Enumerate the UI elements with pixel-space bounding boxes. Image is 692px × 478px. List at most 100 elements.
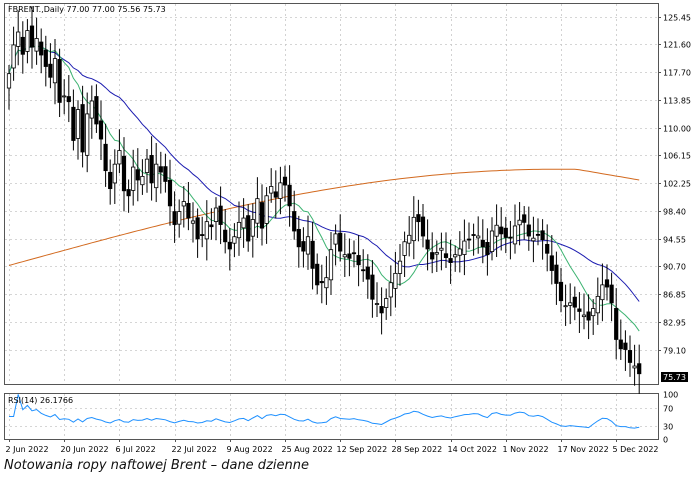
candle-body <box>581 314 587 318</box>
candle-body <box>572 296 577 308</box>
candle-body <box>135 169 140 181</box>
candle-body <box>204 221 209 240</box>
candle-body <box>384 298 389 308</box>
candle-body <box>466 238 472 241</box>
candle-body <box>480 239 485 248</box>
candle-body <box>223 229 228 243</box>
candle-body <box>563 305 568 308</box>
candle-body <box>140 176 145 186</box>
candle-body <box>526 224 531 237</box>
candle-body <box>420 216 426 237</box>
rsi-tick-label: 100 <box>663 391 678 400</box>
candle-body <box>338 232 343 252</box>
candle-body <box>181 201 186 207</box>
candle-body <box>370 274 375 300</box>
candle-body <box>172 211 177 225</box>
candle-body <box>103 143 108 172</box>
candle-body <box>443 253 449 258</box>
candle-body <box>489 230 495 252</box>
y-axis-ticks: 125.45 121.60 117.70 113.85 110.00 106.15 102.… <box>658 14 691 356</box>
candle-body <box>531 237 536 242</box>
candle-body <box>425 239 430 250</box>
candle-body <box>448 258 453 264</box>
candle-body <box>11 44 16 69</box>
candle-body <box>609 284 614 304</box>
candle-body <box>586 311 591 321</box>
candle-body <box>98 120 104 140</box>
x-tick-label: 17 Nov 2022 <box>558 445 609 454</box>
candle-body <box>328 249 334 281</box>
candle-body <box>121 155 127 192</box>
candle-body <box>554 264 559 284</box>
candle-body <box>568 302 573 306</box>
rsi-tick-label: 30 <box>663 423 673 432</box>
candle-body <box>540 230 545 241</box>
candle-body <box>310 240 315 269</box>
candle-body <box>80 104 85 153</box>
candle-body <box>517 219 522 226</box>
candle-body <box>232 236 237 244</box>
y-tick-label: 82.95 <box>663 319 686 328</box>
candle-body <box>379 306 384 314</box>
candle-body <box>508 236 513 239</box>
candle-body <box>453 254 458 258</box>
candle-body <box>499 226 504 235</box>
candle-body <box>439 247 444 251</box>
candles <box>6 6 642 394</box>
x-tick-label: 22 Jul 2022 <box>172 445 217 454</box>
candle-body <box>200 234 205 236</box>
candle-body <box>361 269 366 272</box>
brent-chart: 125.45 121.60 117.70 113.85 110.00 106.15 102.… <box>4 3 691 454</box>
candle-body <box>163 166 168 182</box>
x-tick-label: 20 Jun 2022 <box>61 445 109 454</box>
candle-body <box>301 241 306 252</box>
x-tick-label: 5 Dec 2022 <box>613 445 659 454</box>
candle-body <box>434 252 439 255</box>
y-tick-label: 110.00 <box>663 125 691 134</box>
candle-body <box>545 243 550 254</box>
candle-body <box>342 254 347 258</box>
candle-body <box>195 217 200 240</box>
x-tick-label: 12 Sep 2022 <box>337 445 388 454</box>
candle-body <box>324 277 329 289</box>
candle-body <box>52 58 58 84</box>
candle-body <box>577 308 582 312</box>
candle-body <box>108 171 113 190</box>
candle-body <box>126 189 131 197</box>
candle-body <box>48 63 53 78</box>
candle-body <box>485 242 490 256</box>
candle-body <box>273 191 278 198</box>
candle-body <box>522 214 527 223</box>
candle-body <box>57 59 62 103</box>
candle-body <box>89 100 94 119</box>
candle-body <box>374 303 380 305</box>
candle-body <box>213 207 219 222</box>
candle-body <box>43 49 48 67</box>
rsi-indicator: 100 70 30 0 <box>5 391 678 445</box>
candle-body <box>305 236 311 255</box>
candle-body <box>94 96 99 125</box>
candle-body <box>250 219 255 237</box>
candle-body <box>462 240 467 255</box>
candle-body <box>278 182 283 199</box>
candle-body <box>186 202 191 219</box>
y-tick-label: 117.70 <box>663 69 691 78</box>
y-tick-label: 106.15 <box>663 152 691 161</box>
ma-slow-line <box>8 168 640 266</box>
rsi-label: RSI(14) 26.1766 <box>8 396 73 405</box>
y-tick-label: 79.10 <box>663 347 686 356</box>
candle-body <box>85 113 90 156</box>
y-tick-label: 90.70 <box>663 263 686 272</box>
candle-body <box>25 30 30 52</box>
candle-body <box>190 220 196 224</box>
candle-body <box>131 166 136 191</box>
candle-body <box>209 224 214 228</box>
candle-body <box>351 252 357 255</box>
candle-body <box>627 350 633 363</box>
x-tick-label: 14 Oct 2022 <box>448 445 497 454</box>
x-tick-label: 2 Jun 2022 <box>6 445 49 454</box>
y-tick-label: 94.55 <box>663 236 686 245</box>
candle-body <box>296 228 301 248</box>
candle-body <box>558 281 564 302</box>
candle-body <box>75 109 81 139</box>
